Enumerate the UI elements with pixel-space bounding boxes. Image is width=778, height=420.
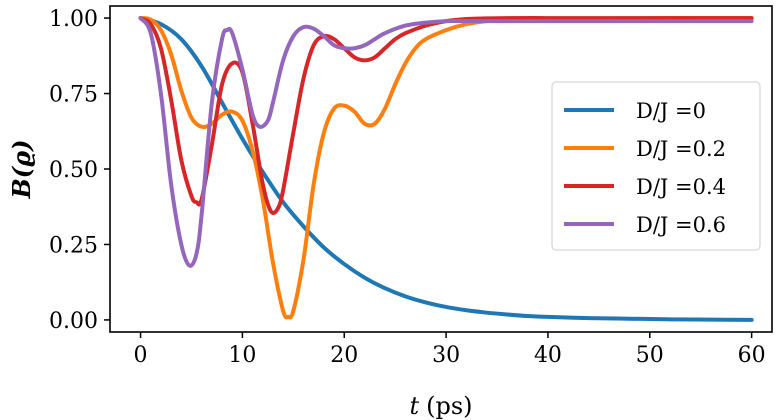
x-tick-label: 10 [228, 343, 256, 368]
y-tick-label: 0.25 [49, 233, 98, 258]
y-tick-label: 0.00 [49, 309, 98, 334]
x-tick-label: 30 [432, 343, 460, 368]
x-axis-label: t (ps) [409, 392, 472, 420]
x-axis: 0 10 20 30 40 50 60 [134, 332, 766, 368]
series-line-0 [138, 16, 754, 322]
series-line-2 [138, 16, 754, 215]
y-axis-label: B(ϱ) [7, 140, 36, 200]
legend-label-2: D/J =0.4 [636, 175, 726, 199]
x-tick-label: 20 [330, 343, 358, 368]
y-tick-label: 0.50 [49, 158, 98, 183]
legend-box [551, 81, 761, 251]
legend-items: D/J =0 D/J =0.2 D/J =0.4 D/J =0.6 [564, 99, 726, 237]
series-line-3 [138, 16, 754, 268]
legend: D/J =0 D/J =0.2 D/J =0.4 D/J =0.6 [551, 81, 761, 251]
legend-label-0: D/J =0 [636, 99, 706, 123]
plot-lines [138, 16, 754, 322]
x-axis-label-unit: (ps) [426, 392, 472, 420]
y-tick-label: 1.00 [49, 7, 98, 32]
x-tick-label: 40 [534, 343, 562, 368]
legend-label-3: D/J =0.6 [636, 213, 726, 237]
x-tick-label: 60 [738, 343, 766, 368]
x-tick-label: 0 [134, 343, 148, 368]
legend-label-1: D/J =0.2 [636, 137, 726, 161]
x-axis-label-variable: t [409, 392, 419, 420]
y-tick-label: 0.75 [49, 83, 98, 108]
y-axis: 0.00 0.25 0.50 0.75 1.00 [49, 7, 110, 334]
x-tick-label: 50 [636, 343, 664, 368]
